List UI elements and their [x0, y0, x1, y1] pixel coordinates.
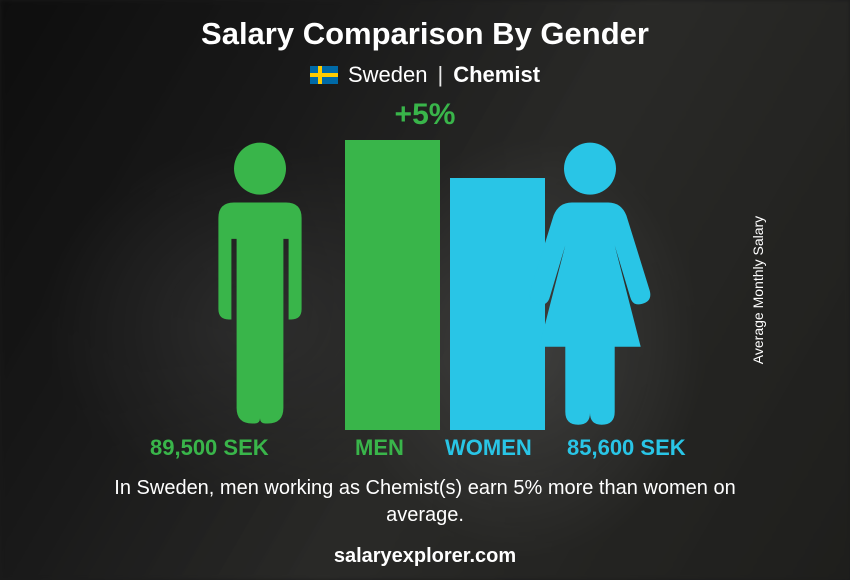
page-title: Salary Comparison By Gender [0, 0, 850, 52]
women-category-label: WOMEN [445, 435, 532, 461]
sweden-flag-icon [310, 66, 338, 84]
infographic: Salary Comparison By Gender Sweden | Che… [0, 0, 850, 580]
footer-attribution: salaryexplorer.com [0, 545, 850, 568]
separator: | [438, 62, 444, 88]
description-text: In Sweden, men working as Chemist(s) ear… [80, 475, 770, 529]
y-axis-label-wrap: Average Monthly Salary [684, 282, 832, 298]
labels-row: 89,500 SEK MEN WOMEN 85,600 SEK [0, 435, 850, 465]
chart-area: +5% [0, 100, 850, 430]
male-icon [195, 140, 325, 430]
job-label: Chemist [453, 62, 540, 88]
country-label: Sweden [348, 62, 428, 88]
women-salary-value: 85,600 SEK [567, 435, 686, 461]
female-icon [525, 140, 655, 430]
y-axis-label: Average Monthly Salary [750, 216, 766, 364]
men-category-label: MEN [355, 435, 404, 461]
difference-label: +5% [395, 98, 456, 132]
subtitle-row: Sweden | Chemist [0, 62, 850, 88]
men-bar [345, 140, 440, 430]
men-salary-value: 89,500 SEK [150, 435, 269, 461]
